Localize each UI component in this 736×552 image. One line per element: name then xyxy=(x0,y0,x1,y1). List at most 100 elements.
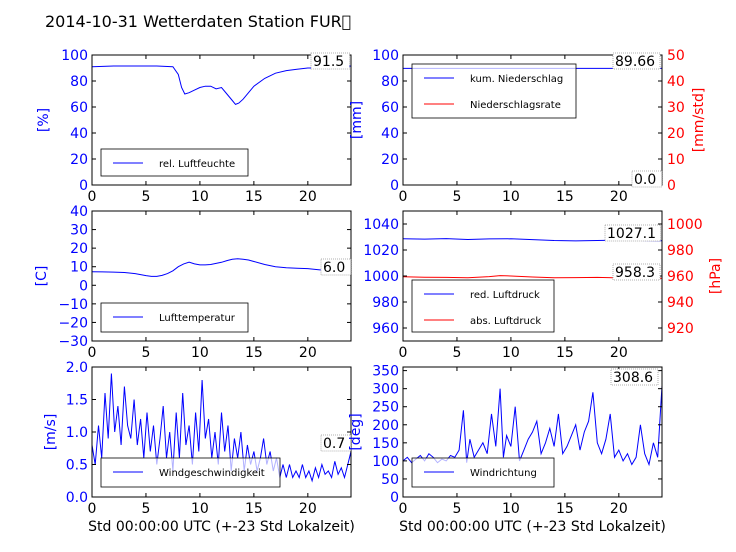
x-tick-label: 0 xyxy=(399,345,408,361)
y-tick-label: 0 xyxy=(79,178,88,194)
x-tick-label: 5 xyxy=(452,189,461,205)
x-tick-label: 10 xyxy=(502,345,520,361)
y-tick-label: 50 xyxy=(381,472,399,488)
y-tick-label: 100 xyxy=(372,48,399,64)
y-tick-label: 20 xyxy=(70,241,88,257)
y-tick-label: 0 xyxy=(390,490,399,506)
x-tick-label: 5 xyxy=(141,501,150,517)
x-tick-label: 20 xyxy=(299,189,317,205)
series-line-1 xyxy=(92,258,351,277)
series-line-1 xyxy=(403,385,662,467)
x-axis-label: Std 00:00:00 UTC (+-23 Std Lokalzeit) xyxy=(88,519,355,535)
value-box-frame xyxy=(320,258,352,276)
legend-label: Lufttemperatur xyxy=(159,313,236,324)
y-tick-label: 100 xyxy=(61,48,88,64)
x-tick-label: 10 xyxy=(502,501,520,517)
y-tick-label: 1.5 xyxy=(66,393,88,409)
value-box-lower: 958.3 xyxy=(615,265,655,281)
legend-label: abs. Luftdruck xyxy=(470,316,541,327)
value-box-lower-frame xyxy=(631,170,663,188)
y-tick-label: 200 xyxy=(372,418,399,434)
y-right-axis-label: [hPa] xyxy=(708,258,724,294)
y-axis-label: [m/s] xyxy=(43,414,59,451)
y-right-tick-label: 1000 xyxy=(667,217,703,233)
y-tick-label: 30 xyxy=(70,223,88,239)
y-tick-label: 250 xyxy=(372,400,399,416)
panel-windspeed: 0 5 10 15 20 Std 00:00:00 UTC (+-23 Std Lokal… xyxy=(43,360,355,535)
panel-precipitation: 0 5 10 15 20 0 20 40 60 80 100 [mm] 0 10 20 30 40 50 [mm/s… xyxy=(349,48,707,205)
y-tick-label: 60 xyxy=(70,100,88,116)
y-right-tick-label: 30 xyxy=(667,100,685,116)
x-tick-label: 10 xyxy=(502,189,520,205)
y-tick-label: −20 xyxy=(58,315,88,331)
y-tick-label: 150 xyxy=(372,436,399,452)
y-tick-label: 0.0 xyxy=(66,490,88,506)
legend-label: Windgeschwindigkeit xyxy=(159,468,265,479)
x-tick-label: 15 xyxy=(556,189,574,205)
y-tick-label: 2.0 xyxy=(66,360,88,376)
y-axis-label: [mm] xyxy=(349,101,365,139)
y-axis-label: [deg] xyxy=(348,413,364,450)
x-tick-label: 5 xyxy=(141,345,150,361)
panel-humidity: 0 5 10 15 20 0 20 40 60 80 100 [%] 91.5 rel. Luftfeuc… xyxy=(36,48,352,205)
y-right-tick-label: 940 xyxy=(667,295,694,311)
x-tick-label: 20 xyxy=(610,501,628,517)
y-tick-label: 980 xyxy=(372,295,399,311)
x-tick-label: 0 xyxy=(399,501,408,517)
y-right-axis-label: [mm/std] xyxy=(691,88,707,153)
y-right-tick-label: 980 xyxy=(667,243,694,259)
panel-temperature: 0 5 10 15 20 −30 −20 −10 0 10 20 30 40 [C] 6.0 Lufttemp… xyxy=(34,204,352,361)
x-tick-label: 15 xyxy=(556,345,574,361)
y-axis-label: [C] xyxy=(34,266,50,287)
value-box: 89.66 xyxy=(615,54,655,70)
y-tick-label: 1.0 xyxy=(66,425,88,441)
y-right-tick-label: 40 xyxy=(667,74,685,90)
y-tick-label: 20 xyxy=(70,152,88,168)
y-tick-label: 960 xyxy=(372,321,399,337)
x-tick-label: 5 xyxy=(452,345,461,361)
y-tick-label: 1020 xyxy=(363,243,399,259)
y-right-tick-label: 20 xyxy=(667,126,685,142)
x-tick-label: 0 xyxy=(88,189,97,205)
x-tick-label: 20 xyxy=(610,189,628,205)
x-tick-label: 20 xyxy=(610,345,628,361)
y-tick-label: 300 xyxy=(372,382,399,398)
legend-label: rel. Luftfeuchte xyxy=(159,159,235,170)
x-tick-label: 5 xyxy=(452,501,461,517)
value-box: 0.7 xyxy=(323,436,345,452)
y-right-tick-label: 0 xyxy=(667,178,676,194)
plot-frame xyxy=(91,210,352,342)
x-tick-label: 0 xyxy=(88,345,97,361)
value-box: 308.6 xyxy=(613,370,653,386)
y-tick-label: −30 xyxy=(58,334,88,350)
y-tick-label: 80 xyxy=(381,74,399,90)
y-right-tick-label: 920 xyxy=(667,321,694,337)
value-box-frame xyxy=(604,224,661,242)
x-tick-label: 15 xyxy=(245,189,263,205)
value-box-frame xyxy=(320,434,352,452)
x-tick-label: 0 xyxy=(88,501,97,517)
y-tick-label: 40 xyxy=(70,204,88,220)
y-tick-label: 20 xyxy=(381,152,399,168)
x-tick-label: 10 xyxy=(191,345,209,361)
value-box-frame xyxy=(612,52,661,70)
x-tick-label: 20 xyxy=(299,501,317,517)
y-tick-label: 350 xyxy=(372,364,399,380)
value-box: 91.5 xyxy=(313,54,344,70)
y-tick-label: 10 xyxy=(70,260,88,276)
y-tick-label: 80 xyxy=(70,74,88,90)
y-tick-label: 0 xyxy=(79,278,88,294)
series-line-1 xyxy=(92,65,351,105)
x-tick-label: 5 xyxy=(141,189,150,205)
value-box: 1027.1 xyxy=(607,226,656,242)
panel-pressure: 0 5 10 15 20 960 980 1000 1020 1040 920 940 960 980 10… xyxy=(363,210,724,361)
series-line-1 xyxy=(92,373,351,483)
x-tick-label: 10 xyxy=(191,501,209,517)
legend-label: red. Luftdruck xyxy=(470,290,540,301)
y-tick-label: 60 xyxy=(381,100,399,116)
legend-label: kum. Niederschlag xyxy=(470,74,563,85)
y-tick-label: 100 xyxy=(372,454,399,470)
x-tick-label: 10 xyxy=(191,189,209,205)
y-tick-label: 40 xyxy=(70,126,88,142)
